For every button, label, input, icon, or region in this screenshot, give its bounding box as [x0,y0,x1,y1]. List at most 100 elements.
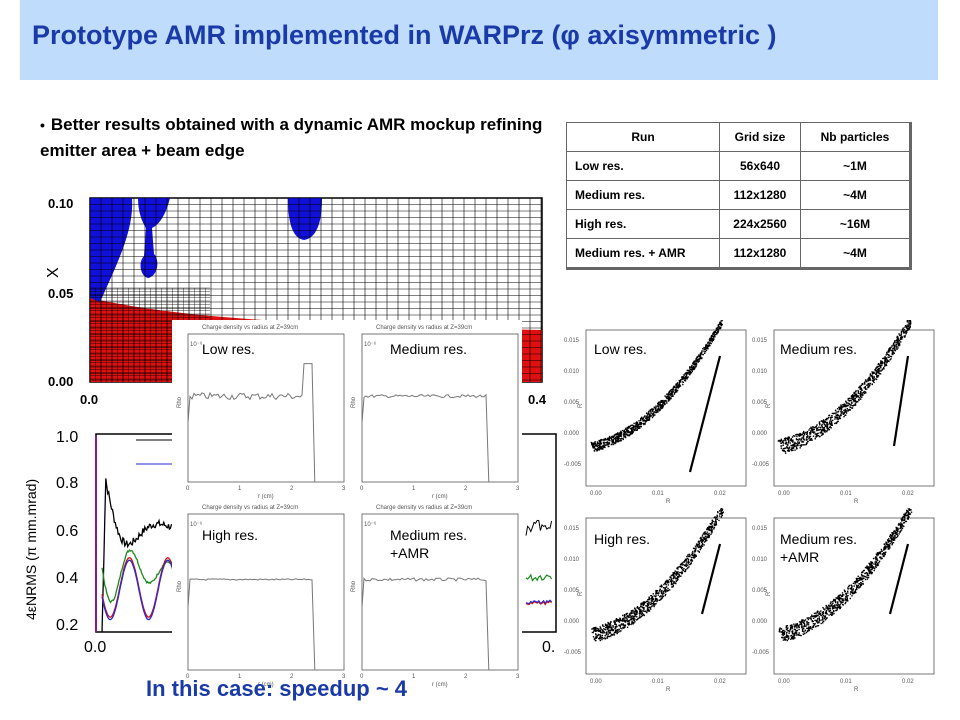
panel-xtick: 0.00 [590,679,602,685]
panel-ylabel: Rho [351,396,357,408]
emittance-ytick-1: 0.8 [56,475,78,492]
panel-xtick: 3 [342,674,346,680]
panel-xtick: 2 [464,486,468,492]
phase-scatter [591,508,724,642]
table-cell: 224x2560 [719,209,801,239]
panel-xtick: 3 [516,486,520,492]
panel-ytick: 0.015 [752,526,768,532]
panel-label: Low res. [202,341,255,357]
panel-label: Medium res. [780,341,857,357]
table-cell: ~4M [800,238,911,269]
panel-background [172,500,348,690]
phase-panel-0: 0.015 0.010 0.005 0.000 -0.005 0.00 0.01 0.02 R R… [562,320,752,510]
field-region [138,198,170,278]
panel-xtick: 0.00 [590,491,602,497]
table-cell: 112x1280 [719,238,801,269]
table-cell: Medium res. + AMR [566,238,720,269]
panel-ytick: 0.015 [752,338,768,344]
panel-caption: Charge density vs radius at Z=39cm [376,325,472,331]
slide-title: Prototype AMR implemented in WARPrz (φ a… [32,20,777,50]
mesh-ylabel: X [45,267,62,278]
panel-ytick: 0.015 [564,338,580,344]
emittance-ytick-4: 0.2 [56,617,78,634]
panel-xlabel: R [854,499,859,505]
panel-ytick: 0.010 [564,557,580,563]
table-header: Nb particles [800,122,911,152]
panel-ytick: 0.005 [752,588,768,594]
phase-scatter [590,320,723,452]
panel-frame [361,333,519,483]
table-cell: Low res. [566,151,720,181]
table-cell: ~16M [800,209,911,239]
table-header: Run [566,122,720,152]
panel-ylabel: Rho [351,580,357,592]
table-header: Grid size [719,122,801,152]
panel-xtick: 1 [238,674,242,680]
panel-xtick: 0.00 [778,679,790,685]
emittance-xtick-right: 0. [542,639,555,656]
density-curve [361,393,518,483]
panel-label: Medium res. [390,527,467,543]
mesh-ytick-1: 0.05 [48,286,73,301]
density-curve [187,363,344,483]
panel-label: Medium res. [780,531,857,547]
phase-scatter [777,320,912,454]
panel-xtick: 0.02 [714,491,726,497]
panel-frame [187,513,345,671]
table-row: High res. 224x2560 ~16M [566,209,911,239]
table-row: Low res. 56x640 ~1M [566,151,911,181]
phase-panel-1: 0.015 0.010 0.005 0.000 -0.005 0.00 0.01 0.02 R R… [750,320,940,510]
panel-label: High res. [594,531,650,547]
table-cell: ~1M [800,151,911,181]
panel-xlabel: R [854,687,859,693]
density-panel-1: Charge density vs radius at Z=39cm Rho 10⁻… [346,320,522,502]
panel-ylabel: R' [578,403,584,408]
phase-tail [888,543,910,615]
mesh-ytick-0: 0.10 [48,196,73,211]
panel-frame [773,517,935,675]
panel-label: Medium res. [390,341,467,357]
emittance-ytick-3: 0.4 [56,570,78,587]
field-region [288,198,322,240]
panel-xlabel: R [666,499,671,505]
panel-yexp: 10⁻⁶ [364,521,377,528]
table-row: Medium res. 112x1280 ~4M [566,180,911,210]
density-panel-0: Charge density vs radius at Z=39cm Rho 10⁻… [172,320,348,502]
series-fragment-red [525,600,552,606]
panel-label: +AMR [780,549,819,565]
series-fragment-black [525,519,553,536]
panel-ylabel: R' [578,591,584,596]
panel-background [346,500,522,690]
panel-caption: Charge density vs radius at Z=39cm [202,505,298,511]
phase-panel-3: 0.015 0.010 0.005 0.000 -0.005 0.00 0.01 0.02 R R… [750,508,940,698]
panel-ytick: 0.005 [752,400,768,406]
panel-xlabel: r (cm) [258,682,274,688]
panel-xtick: 0.01 [840,491,852,497]
table-cell: High res. [566,209,720,239]
panel-xtick: 0.01 [652,679,664,685]
panel-background [346,320,522,502]
panel-xtick: 2 [290,486,294,492]
mesh-xtick-0: 0.0 [80,392,98,407]
series-fragment-blue [525,599,553,606]
panel-xlabel: r (cm) [432,682,448,688]
title-bar [20,0,938,80]
panel-frame [585,517,747,675]
panel-ytick: -0.005 [752,650,770,656]
panel-xtick: 0 [186,486,190,492]
panel-frame [585,329,747,487]
panel-xtick: 3 [342,486,346,492]
panel-ytick: 0.010 [752,369,768,375]
panel-xtick: 0.01 [652,491,664,497]
panel-frame [773,329,935,487]
panel-ytick: 0.015 [564,526,580,532]
panel-ytick: -0.005 [564,650,582,656]
panel-background [562,508,752,698]
table-header-row: Run Grid size Nb particles [566,122,911,152]
mesh-ytick-2: 0.00 [48,374,73,389]
series-fragment-green [525,573,553,582]
runs-table: Run Grid size Nb particles Low res. 56x6… [566,122,912,270]
table-row: Medium res. + AMR 112x1280 ~4M [566,238,911,269]
panel-xlabel: r (cm) [258,494,274,500]
density-panel-3: Charge density vs radius at Z=39cm Rho 10⁻… [346,500,522,690]
